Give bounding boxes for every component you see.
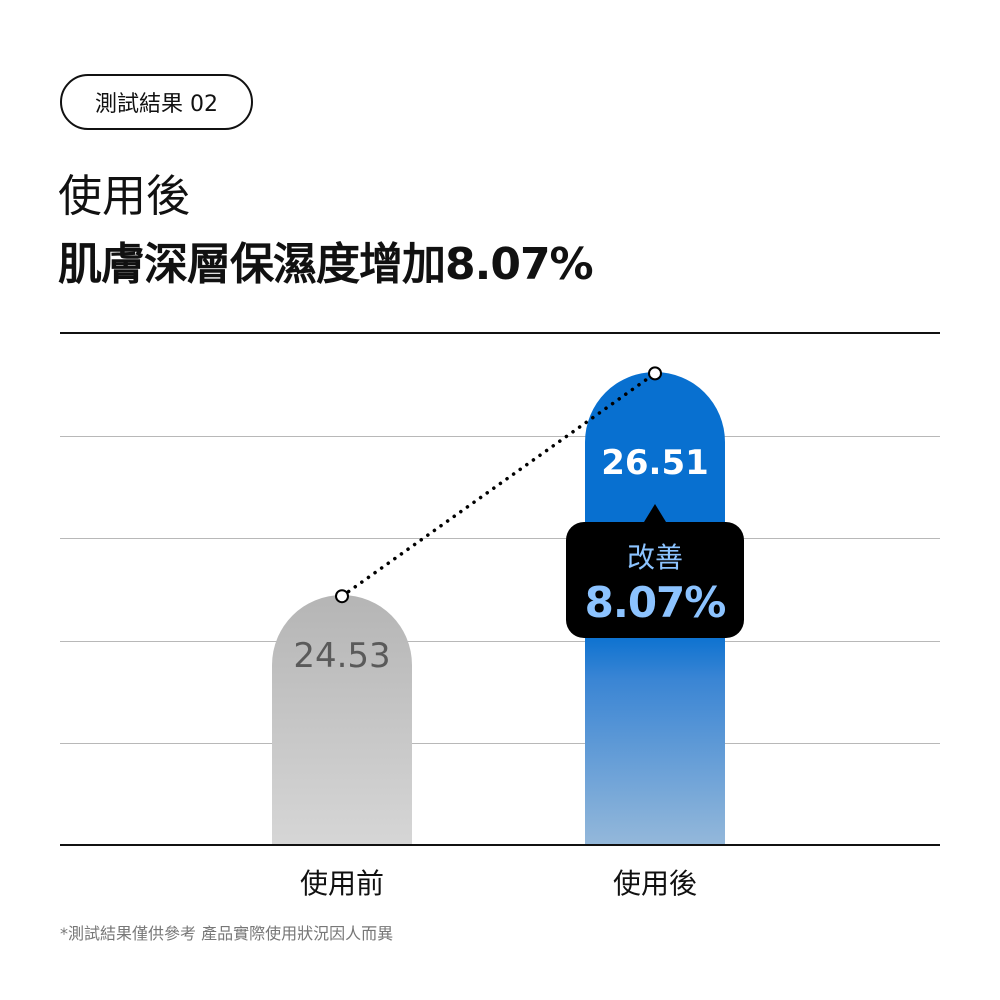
trend-dotted-line — [340, 371, 657, 598]
data-point-before — [335, 589, 349, 604]
callout-value: 8.07% — [584, 578, 727, 627]
callout-label: 改善 — [626, 541, 683, 574]
data-point-after — [648, 366, 662, 381]
gridline — [60, 436, 940, 437]
gridline — [60, 743, 940, 744]
category-label-after: 使用後 — [612, 867, 697, 900]
gridline — [60, 641, 940, 642]
top-axis-line — [60, 332, 940, 334]
test-result-badge: 測試結果 02 — [60, 74, 253, 130]
bottom-axis-line — [60, 844, 940, 846]
bar-before — [272, 595, 412, 845]
value-label-after: 26.51 — [601, 443, 709, 483]
value-label-before: 24.53 — [293, 636, 391, 676]
improvement-callout: 改善 8.07% — [566, 504, 744, 638]
category-label-before: 使用前 — [299, 867, 384, 900]
footnote: *測試結果僅供參考 產品實際使用狀況因人而異 — [60, 924, 394, 943]
title-line-2: 肌膚深層保濕度增加8.07% — [58, 239, 594, 290]
gridline — [60, 538, 940, 539]
title-line-1: 使用後 — [58, 171, 190, 222]
